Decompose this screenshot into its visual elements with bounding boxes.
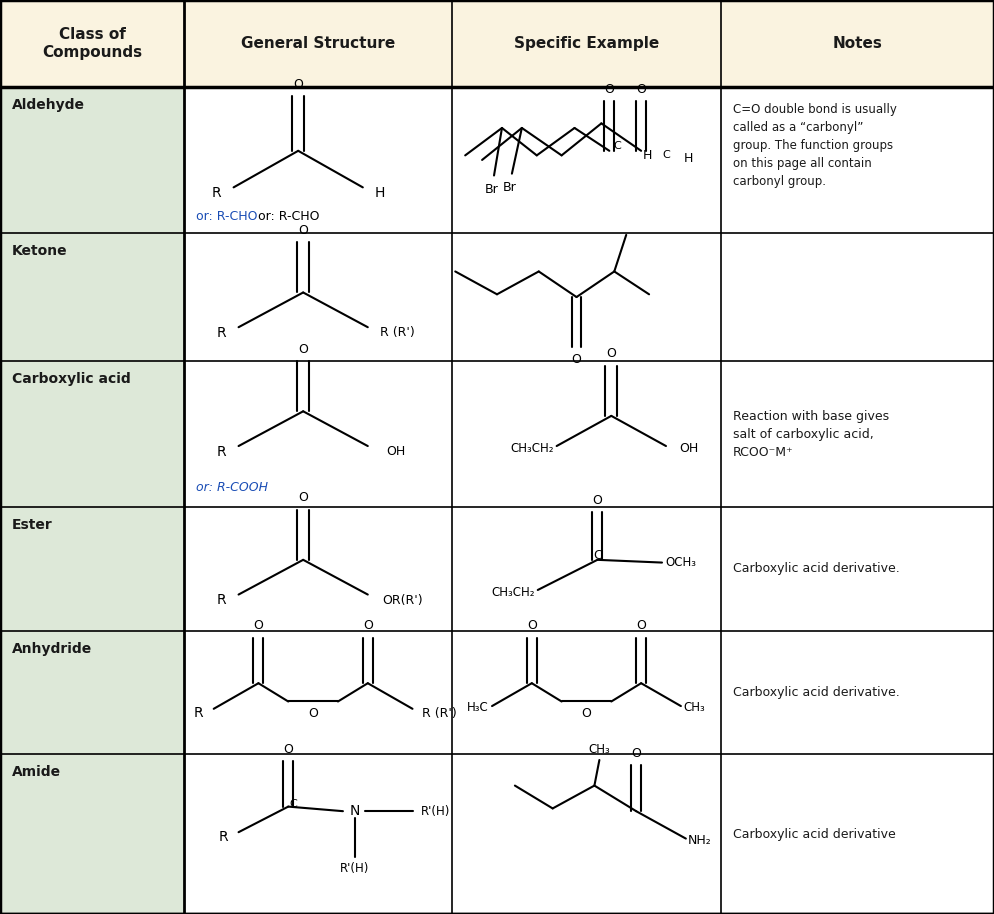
Bar: [0, 0, 994, 87]
Text: O: O: [636, 83, 646, 96]
Bar: [0, 87, 184, 233]
Bar: [184, 507, 452, 631]
Bar: [721, 507, 994, 631]
Bar: [721, 87, 994, 233]
Text: Br: Br: [485, 183, 499, 196]
Text: R: R: [219, 830, 229, 844]
Bar: [0, 754, 184, 914]
Text: OH: OH: [679, 442, 699, 455]
Text: NH₂: NH₂: [688, 834, 712, 847]
Bar: [452, 507, 721, 631]
Text: C: C: [613, 142, 621, 151]
Bar: [184, 87, 452, 233]
Text: O: O: [527, 619, 537, 632]
Text: CH₃: CH₃: [684, 701, 706, 715]
Text: Carboxylic acid derivative.: Carboxylic acid derivative.: [733, 562, 900, 576]
Text: O: O: [283, 742, 293, 756]
Text: R (R'): R (R'): [381, 326, 414, 339]
Text: R: R: [217, 593, 227, 607]
Bar: [721, 754, 994, 914]
Text: O: O: [298, 343, 308, 356]
Text: Specific Example: Specific Example: [514, 36, 659, 51]
Text: H: H: [375, 186, 385, 200]
Text: or: R-CHO: or: R-CHO: [258, 210, 320, 223]
Text: C: C: [593, 548, 601, 562]
Text: OR(R'): OR(R'): [383, 593, 422, 607]
Bar: [0, 233, 184, 361]
Text: H₃C: H₃C: [467, 701, 489, 715]
Bar: [721, 361, 994, 507]
Bar: [452, 754, 721, 914]
Bar: [453, 88, 720, 232]
Text: or: R-COOH: or: R-COOH: [196, 481, 267, 494]
Text: O: O: [363, 619, 373, 632]
Text: Carboxylic acid derivative: Carboxylic acid derivative: [733, 827, 896, 841]
Text: O: O: [293, 78, 303, 90]
Text: O: O: [636, 619, 646, 632]
Text: CH₃: CH₃: [588, 742, 610, 756]
Text: C: C: [662, 151, 670, 160]
Bar: [184, 631, 452, 754]
Bar: [0, 631, 184, 754]
Text: O: O: [308, 707, 318, 720]
Text: O: O: [253, 619, 263, 632]
Text: Anhydride: Anhydride: [12, 642, 92, 655]
Text: R: R: [212, 186, 222, 200]
Text: O: O: [604, 83, 614, 96]
Bar: [184, 361, 452, 507]
Text: Class of
Compounds: Class of Compounds: [42, 27, 142, 59]
Text: Ketone: Ketone: [12, 244, 68, 258]
Text: or: R-CHO: or: R-CHO: [196, 210, 257, 223]
Text: OCH₃: OCH₃: [665, 556, 696, 569]
Bar: [452, 87, 721, 233]
Text: R (R'): R (R'): [422, 707, 456, 720]
Bar: [184, 754, 452, 914]
Text: R: R: [217, 325, 227, 340]
Text: Aldehyde: Aldehyde: [12, 98, 84, 112]
Bar: [184, 233, 452, 361]
Text: R'(H): R'(H): [340, 862, 370, 876]
Bar: [452, 631, 721, 754]
Text: Reaction with base gives
salt of carboxylic acid,
RCOO⁻M⁺: Reaction with base gives salt of carboxy…: [733, 409, 889, 459]
Text: R'(H): R'(H): [420, 804, 450, 818]
Text: H: H: [642, 149, 652, 162]
Text: Notes: Notes: [832, 36, 883, 51]
Text: H: H: [684, 152, 694, 165]
Text: Ester: Ester: [12, 518, 53, 532]
Text: R: R: [217, 444, 227, 459]
Text: O: O: [606, 347, 616, 360]
Text: O: O: [592, 494, 602, 507]
Text: C: C: [289, 799, 297, 809]
Bar: [721, 233, 994, 361]
Text: General Structure: General Structure: [241, 36, 396, 51]
Bar: [721, 631, 994, 754]
Text: OH: OH: [386, 445, 406, 458]
Text: CH₃CH₂: CH₃CH₂: [491, 586, 535, 600]
Bar: [452, 233, 721, 361]
Text: O: O: [581, 707, 591, 720]
Text: CH₃CH₂: CH₃CH₂: [510, 442, 554, 455]
Text: Amide: Amide: [12, 765, 61, 779]
Bar: [0, 361, 184, 507]
Bar: [0, 507, 184, 631]
Text: O: O: [298, 491, 308, 505]
Text: Carboxylic acid: Carboxylic acid: [12, 372, 130, 386]
Bar: [452, 361, 721, 507]
Text: Carboxylic acid derivative.: Carboxylic acid derivative.: [733, 686, 900, 699]
Text: O: O: [298, 224, 308, 237]
Text: N: N: [350, 804, 360, 818]
Text: R: R: [194, 707, 204, 720]
Text: Br: Br: [503, 181, 517, 194]
Text: O: O: [572, 353, 581, 366]
Text: C=O double bond is usually
called as a “carbonyl”
group. The function groups
on : C=O double bond is usually called as a “…: [733, 103, 897, 188]
Text: O: O: [631, 747, 641, 760]
